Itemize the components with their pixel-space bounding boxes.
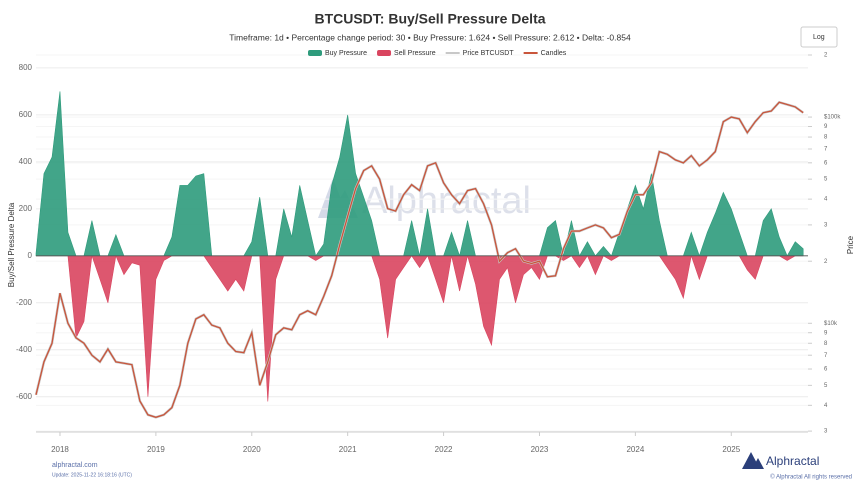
y-tick-label: 600 bbox=[19, 110, 33, 119]
chart-subtitle: Timeframe: 1d • Percentage change period… bbox=[229, 32, 631, 42]
x-tick-label: 2021 bbox=[339, 445, 357, 454]
y2-tick-label: 3 bbox=[824, 222, 828, 228]
pressure-area bbox=[36, 254, 804, 402]
x-tick-label: 2020 bbox=[243, 445, 261, 454]
y-tick-label: 0 bbox=[28, 251, 33, 260]
y-tick-label: 200 bbox=[19, 204, 33, 213]
scale-button[interactable] bbox=[800, 26, 838, 48]
y-tick-label: -400 bbox=[16, 345, 33, 354]
y2-tick-label: 6 bbox=[824, 367, 828, 373]
y2-tick-label: 4 bbox=[824, 197, 828, 203]
y-tick-label: -600 bbox=[16, 392, 33, 401]
y2-tick-label: 2 bbox=[824, 53, 828, 59]
y2-tick-label: 7 bbox=[824, 353, 828, 359]
x-tick-label: 2024 bbox=[626, 445, 644, 454]
y-tick-label: -200 bbox=[16, 298, 33, 307]
legend-label: Price BTCUSDT bbox=[463, 50, 515, 57]
y2-tick-label: 9 bbox=[824, 124, 828, 130]
x-tick-label: 2022 bbox=[435, 445, 453, 454]
x-tick-label: 2018 bbox=[51, 445, 69, 454]
y2-tick-label: 7 bbox=[824, 147, 828, 153]
chart-title: BTCUSDT: Buy/Sell Pressure Delta bbox=[314, 11, 545, 27]
brand-name: Alphractal bbox=[766, 454, 819, 468]
y2-tick-label: $10k bbox=[824, 321, 838, 327]
x-tick-label: 2023 bbox=[531, 445, 549, 454]
y2-tick-label: 8 bbox=[824, 135, 828, 141]
legend-label: Candles bbox=[541, 50, 567, 57]
legend-label: Buy Pressure bbox=[325, 50, 367, 57]
y2-tick-label: 4 bbox=[824, 403, 828, 409]
candles-line bbox=[35, 101, 804, 418]
brand-logo bbox=[742, 452, 764, 469]
legend-label: Sell Pressure bbox=[394, 50, 436, 57]
source: alphractal.com bbox=[52, 462, 98, 469]
y2-axis-label: Price bbox=[846, 235, 855, 254]
y2-tick-label: 8 bbox=[824, 341, 828, 347]
x-tick-label: 2019 bbox=[147, 445, 165, 454]
y2-tick-label: 5 bbox=[824, 383, 828, 389]
y-tick-label: 800 bbox=[19, 63, 33, 72]
update-time: Update: 2025-11-22 16:18:16 (UTC) bbox=[52, 472, 132, 478]
y2-tick-label: 2 bbox=[824, 259, 828, 265]
y2-tick-label: 5 bbox=[824, 177, 828, 183]
pressure-area bbox=[35, 91, 804, 257]
y2-tick-label: 9 bbox=[824, 330, 828, 336]
y2-tick-label: $100k bbox=[824, 115, 841, 121]
scale-button-label[interactable]: Log bbox=[813, 34, 825, 41]
x-tick-label: 2025 bbox=[722, 445, 740, 454]
y-tick-label: 400 bbox=[19, 157, 33, 166]
y2-tick-label: 6 bbox=[824, 160, 828, 166]
legend-swatch bbox=[377, 50, 392, 56]
y-axis-label: Buy/Sell Pressure Delta bbox=[7, 202, 16, 287]
y2-tick-label: 3 bbox=[824, 429, 828, 435]
copyright: © Alphractal All rights reserved bbox=[770, 474, 852, 481]
legend-swatch bbox=[308, 50, 322, 56]
